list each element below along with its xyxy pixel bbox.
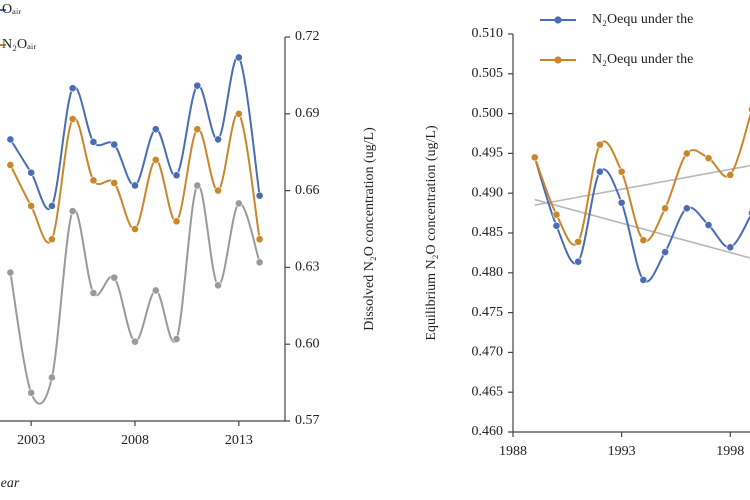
x-tick-label: 2013: [225, 433, 253, 448]
data-point: [48, 202, 56, 210]
data-point: [151, 286, 160, 295]
data-point: [172, 335, 181, 343]
x-tick-label: 1993: [608, 444, 636, 459]
x-tick-label: 1988: [499, 444, 527, 459]
legend-marker: [554, 56, 562, 64]
data-point: [617, 198, 626, 207]
data-point: [704, 154, 713, 163]
data-point: [68, 207, 77, 215]
data-point: [596, 167, 604, 176]
y-tick-label: 0.470: [472, 345, 504, 360]
data-point: [234, 109, 243, 118]
data-point: [214, 186, 222, 195]
data-point: [530, 153, 539, 162]
legend-label: N₂Oequ under the: [592, 52, 693, 67]
data-point: [131, 225, 139, 233]
data-point: [639, 276, 648, 284]
data-point: [552, 210, 561, 219]
data-point: [574, 237, 583, 246]
x-tick-label: 2003: [17, 433, 45, 448]
data-point: [6, 268, 15, 277]
data-point: [27, 202, 36, 210]
y-tick-label: 0.72: [295, 29, 320, 44]
data-point: [726, 170, 735, 179]
series-line: [9, 112, 261, 244]
data-point: [110, 273, 119, 282]
legend-label: N₂Oequ under the: [592, 12, 693, 27]
trend-line: [534, 164, 750, 206]
data-point: [27, 168, 36, 177]
series-line: [533, 112, 750, 246]
data-point: [617, 167, 626, 176]
data-point: [172, 171, 181, 180]
data-point: [6, 161, 15, 169]
data-point: [89, 176, 98, 185]
x-axis-label: ear: [1, 476, 20, 491]
x-tick-label: 1998: [716, 444, 744, 459]
data-point: [234, 53, 243, 62]
y-axis-label: Dissolved N₂O concentration (ug/L): [362, 127, 377, 331]
data-point: [214, 281, 222, 290]
data-point: [193, 125, 202, 134]
data-point: [214, 135, 222, 144]
data-point: [151, 155, 160, 164]
data-point: [27, 388, 36, 397]
data-point: [255, 191, 264, 200]
data-point: [131, 181, 139, 190]
y-tick-label: 0.475: [472, 305, 504, 320]
data-point: [110, 140, 119, 149]
data-point: [48, 373, 56, 382]
data-point: [131, 337, 139, 346]
data-point: [110, 179, 119, 187]
data-point: [151, 125, 160, 134]
data-point: [48, 235, 56, 244]
y-axis-label: Equilibrium N₂O concentration (ug/L): [424, 125, 439, 341]
y-tick-label: 0.69: [295, 106, 320, 121]
data-point: [639, 236, 648, 245]
data-point: [68, 84, 77, 93]
y-tick-label: 0.510: [472, 26, 504, 41]
data-point: [682, 204, 691, 213]
y-tick-label: 0.66: [295, 183, 320, 198]
data-point: [193, 81, 202, 90]
y-tick-label: 0.485: [472, 225, 504, 240]
y-tick-label: 0.57: [295, 413, 320, 428]
data-point: [193, 181, 202, 190]
data-point: [255, 258, 264, 267]
series-line: [9, 184, 261, 405]
x-tick-label: 2008: [121, 433, 149, 448]
data-point: [726, 243, 735, 252]
data-point: [552, 221, 561, 230]
y-tick-label: 0.460: [472, 424, 504, 439]
legend-label: Oₐᵢᵣ: [2, 2, 21, 17]
legend-marker: [554, 16, 562, 24]
data-point: [6, 135, 15, 144]
data-point: [682, 149, 691, 158]
data-point: [661, 248, 669, 257]
y-tick-label: 0.495: [472, 146, 504, 161]
data-point: [704, 221, 713, 229]
y-tick-label: 0.505: [472, 66, 504, 81]
data-point: [89, 138, 98, 146]
series-line: [9, 56, 261, 210]
data-point: [89, 289, 98, 297]
data-point: [68, 115, 77, 123]
data-point: [574, 257, 583, 266]
data-point: [255, 235, 264, 244]
data-point: [661, 204, 669, 213]
data-point: [234, 199, 243, 208]
y-tick-label: 0.500: [472, 106, 504, 121]
y-tick-label: 0.480: [472, 265, 504, 280]
y-tick-label: 0.465: [472, 384, 504, 399]
y-tick-label: 0.490: [472, 185, 504, 200]
series-line: [533, 157, 750, 283]
data-point: [172, 217, 181, 226]
y-tick-label: 0.60: [295, 336, 320, 351]
legend-label: N₂Oₐᵢᵣ: [2, 37, 36, 52]
y-tick-label: 0.63: [295, 260, 320, 275]
data-point: [596, 140, 604, 149]
trend-line: [534, 198, 750, 259]
